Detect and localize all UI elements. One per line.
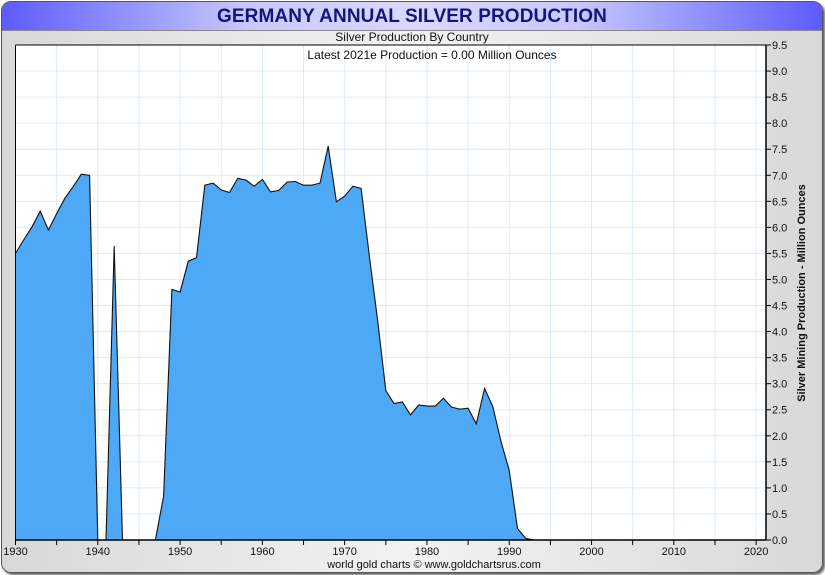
- y-tick-label: 9.5: [772, 40, 787, 52]
- chart-title: GERMANY ANNUAL SILVER PRODUCTION: [217, 6, 607, 27]
- y-tick-label: 6.5: [772, 196, 787, 208]
- y-tick-label: 3.0: [772, 379, 787, 391]
- x-tick-label: 1940: [86, 546, 110, 558]
- x-tick-label: 2010: [662, 546, 686, 558]
- x-tick-label: 1930: [3, 546, 27, 558]
- y-tick-label: 2.5: [772, 405, 787, 417]
- axes: 1930 1940 1950 1960 1970 1980 1990 2000 2010 2020…: [3, 40, 787, 558]
- y-tick-label: 2.0: [772, 431, 787, 443]
- y-tick-label: 0.5: [772, 509, 787, 521]
- latest-production-annotation: Latest 2021e Production = 0.00 Million O…: [307, 48, 556, 62]
- y-tick-label: 1.0: [772, 483, 787, 495]
- x-tick-label: 1970: [332, 546, 356, 558]
- y-tick-label: 4.5: [772, 301, 787, 313]
- x-tick-label: 1950: [168, 546, 192, 558]
- y-tick-label: 3.5: [772, 353, 787, 365]
- x-tick-label: 1980: [415, 546, 439, 558]
- chart-subtitle: Silver Production By Country: [335, 30, 488, 44]
- footer-credit: world gold charts © www.goldchartsrus.co…: [326, 559, 541, 571]
- y-tick-label: 6.0: [772, 222, 787, 234]
- y-tick-label: 4.0: [772, 327, 787, 339]
- y-tick-label: 9.0: [772, 66, 787, 78]
- y-tick-label: 8.5: [772, 92, 787, 104]
- y-tick-label: 0.0: [772, 535, 787, 547]
- y-tick-label: 7.5: [772, 144, 787, 156]
- x-tick-label: 2020: [744, 546, 768, 558]
- title-bar: GERMANY ANNUAL SILVER PRODUCTION: [2, 2, 822, 31]
- series-area: [15, 146, 765, 540]
- y-axis-label: Silver Mining Production - Million Ounce…: [796, 184, 808, 402]
- x-tick-label: 1990: [497, 546, 521, 558]
- y-tick-label: 1.5: [772, 457, 787, 469]
- y-tick-label: 8.0: [772, 118, 787, 130]
- y-tick-label: 5.0: [772, 274, 787, 286]
- x-tick-label: 2000: [579, 546, 603, 558]
- y-tick-label: 7.0: [772, 170, 787, 182]
- y-tick-label: 5.5: [772, 248, 787, 260]
- x-tick-label: 1960: [250, 546, 274, 558]
